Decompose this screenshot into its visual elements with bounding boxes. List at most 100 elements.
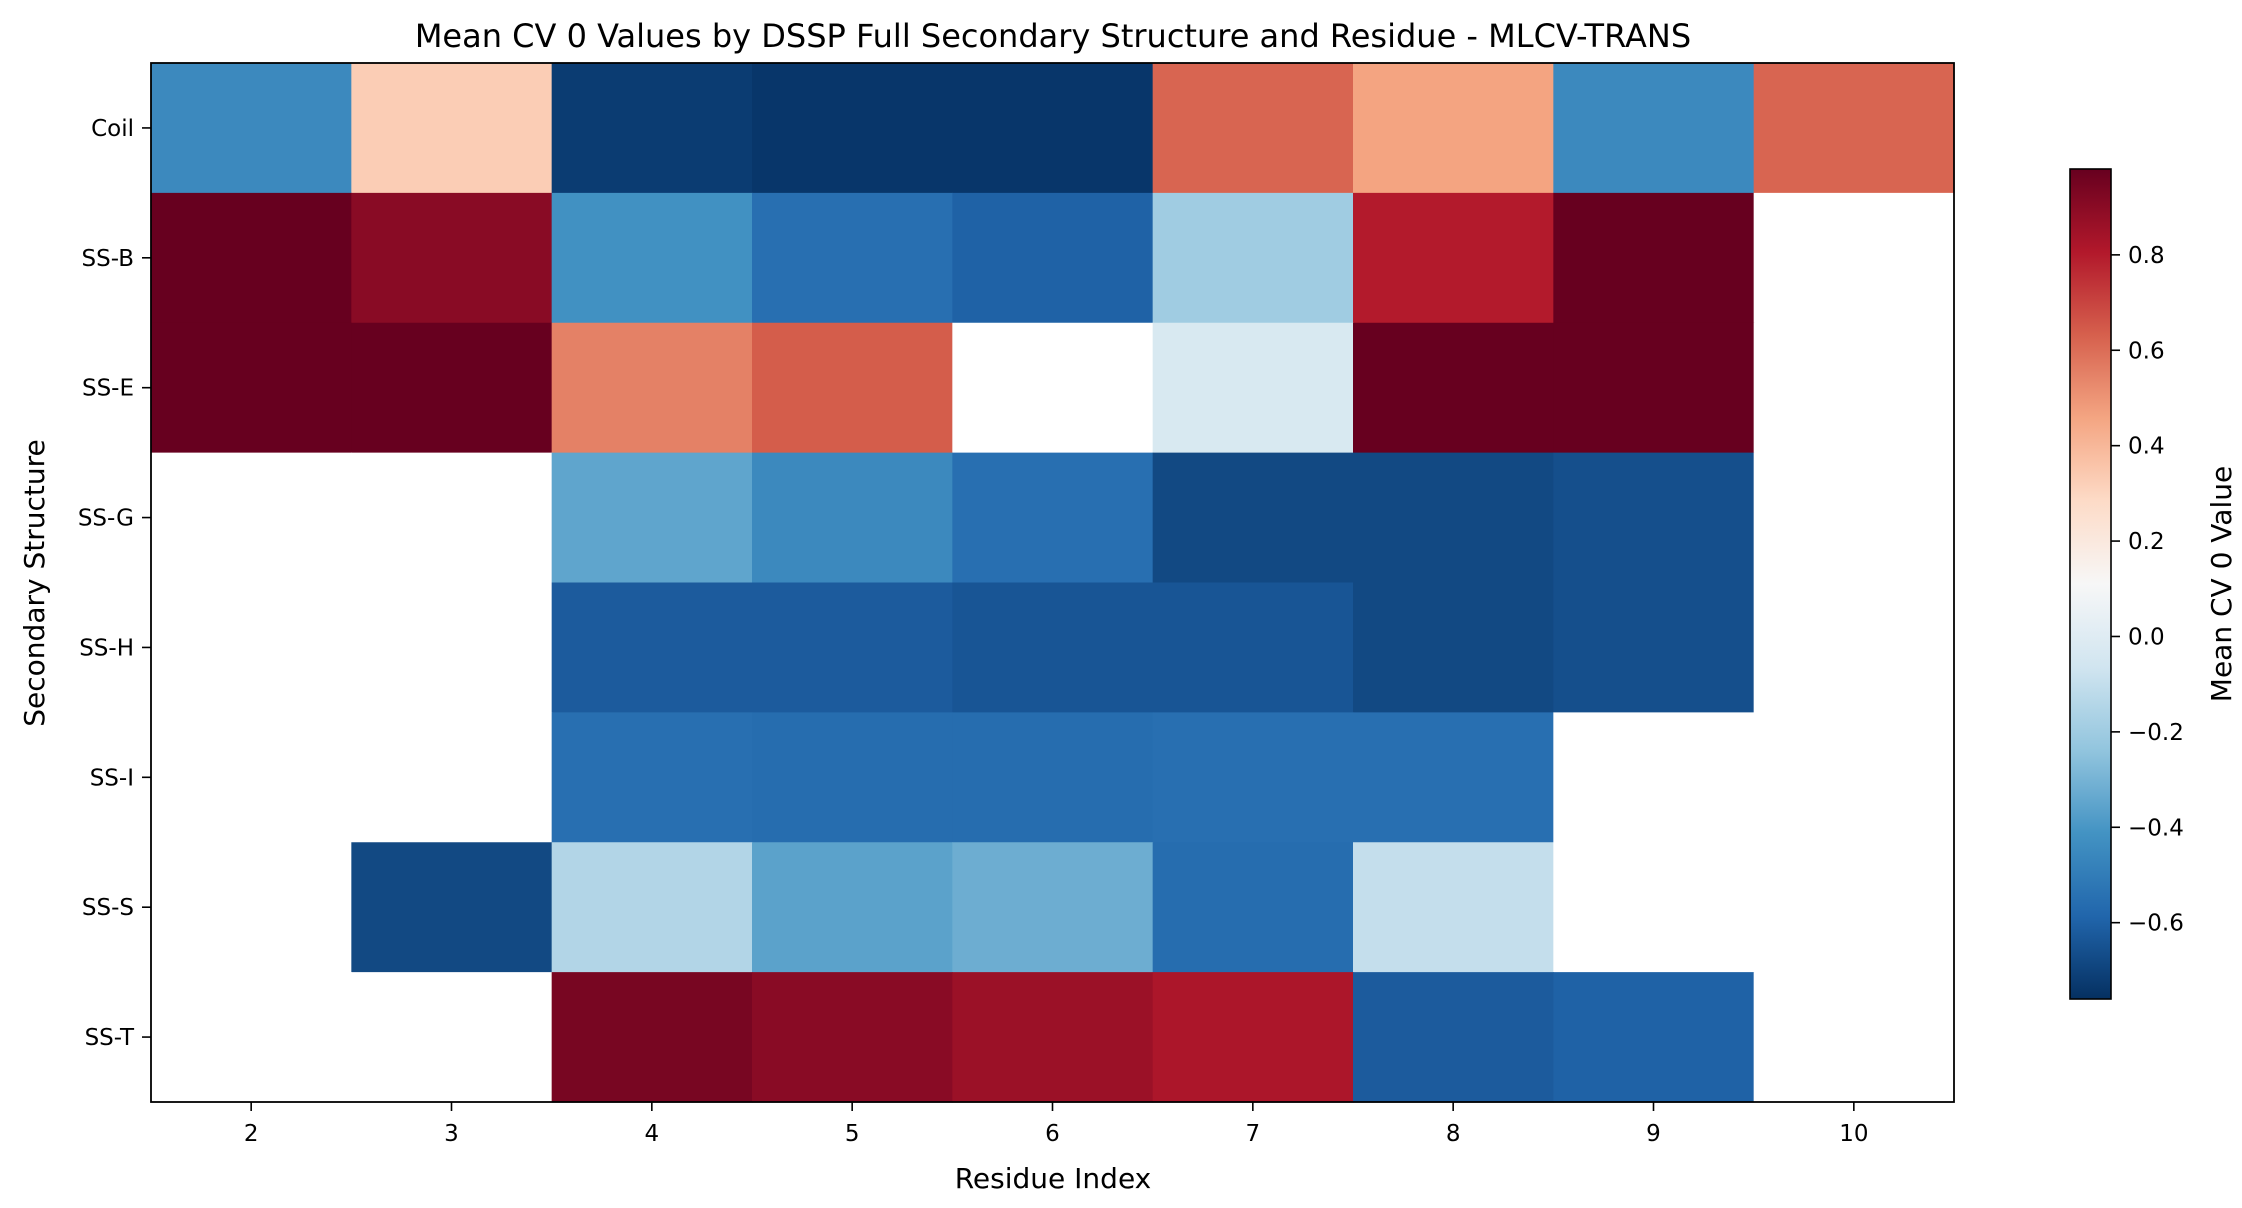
colorbar-tick-label: 0.2 xyxy=(2128,529,2165,555)
colorbar-tick-label: −0.2 xyxy=(2128,720,2184,746)
heatmap-cell xyxy=(551,322,753,454)
heatmap-cell xyxy=(952,192,1154,324)
heatmap-cell xyxy=(952,842,1154,973)
heatmap-cell xyxy=(752,972,953,1103)
heatmap-cell xyxy=(351,452,553,584)
heatmap-cell xyxy=(351,842,553,973)
heatmap-cell xyxy=(351,192,553,324)
heatmap-cell xyxy=(551,842,753,973)
heatmap-cell xyxy=(1353,63,1554,194)
heatmap-cell xyxy=(1553,972,1755,1103)
x-tick-label: 3 xyxy=(444,1121,459,1147)
heatmap-cell xyxy=(952,322,1154,454)
heatmap-cell xyxy=(952,582,1154,713)
heatmap-cell xyxy=(1353,322,1554,454)
x-axis-label: Residue Index xyxy=(955,1162,1152,1195)
heatmap-cell xyxy=(1753,452,1955,584)
heatmap-cell xyxy=(1152,452,1354,584)
y-tick-label: SS-B xyxy=(82,246,134,272)
heatmap-cell xyxy=(1152,712,1354,843)
heatmap-cell xyxy=(752,452,953,584)
heatmap-cell xyxy=(1353,192,1554,324)
heatmap-cell xyxy=(551,972,753,1103)
colorbar-tick-label: 0.8 xyxy=(2128,243,2165,269)
heatmap-cell xyxy=(752,192,953,324)
y-tick-label: SS-E xyxy=(82,376,134,402)
heatmap-cell xyxy=(1152,842,1354,973)
y-tick-label: SS-G xyxy=(78,506,134,532)
y-tick-label: SS-H xyxy=(79,635,134,661)
heatmap-cell xyxy=(1753,63,1955,194)
x-tick-label: 6 xyxy=(1045,1121,1060,1147)
heatmap-cell xyxy=(151,322,352,454)
y-tick-label: Coil xyxy=(91,116,134,142)
x-axis-ticks: 2 3 4 5 6 7 8 9 10 xyxy=(244,1102,1868,1147)
y-tick-label: SS-S xyxy=(82,895,134,921)
heatmap-cell xyxy=(1553,322,1755,454)
heatmap-cell xyxy=(1553,582,1755,713)
x-tick-label: 2 xyxy=(244,1121,259,1147)
heatmap-cell xyxy=(952,972,1154,1103)
heatmap-cell xyxy=(752,842,953,973)
heatmap-cell xyxy=(1553,712,1755,843)
heatmap-cell xyxy=(551,452,753,584)
heatmap-cell xyxy=(151,972,352,1103)
heatmap-cell xyxy=(1753,842,1955,973)
y-tick-label: SS-T xyxy=(85,1025,135,1051)
heatmap-cell xyxy=(752,582,953,713)
colorbar-label: Mean CV 0 Value xyxy=(2205,466,2238,702)
heatmap-cell xyxy=(1353,972,1554,1103)
x-tick-label: 10 xyxy=(1839,1121,1868,1147)
heatmap-cell xyxy=(1353,712,1554,843)
x-tick-label: 7 xyxy=(1246,1121,1261,1147)
colorbar-tick-label: 0.0 xyxy=(2128,624,2165,650)
heatmap-cells xyxy=(151,63,1955,1103)
heatmap-cell xyxy=(151,192,352,324)
colorbar xyxy=(2069,168,2112,1000)
x-tick-label: 9 xyxy=(1646,1121,1661,1147)
x-tick-label: 5 xyxy=(845,1121,860,1147)
colorbar-tick-label: 0.4 xyxy=(2128,434,2165,460)
heatmap-cell xyxy=(1152,192,1354,324)
x-tick-label: 8 xyxy=(1446,1121,1461,1147)
y-axis-label: Secondary Structure xyxy=(18,439,51,726)
heatmap-cell xyxy=(752,63,953,194)
heatmap-cell xyxy=(1553,63,1755,194)
heatmap-cell xyxy=(1152,972,1354,1103)
heatmap-cell xyxy=(1753,192,1955,324)
heatmap-cell xyxy=(952,452,1154,584)
colorbar-ticks: −0.6 −0.4 −0.2 0.0 0.2 0.4 0.6 0.8 xyxy=(2111,243,2184,937)
heatmap-cell xyxy=(752,322,953,454)
heatmap-cell xyxy=(1753,322,1955,454)
heatmap-cell xyxy=(351,972,553,1103)
heatmap-cell xyxy=(1553,452,1755,584)
colorbar-tick-label: 0.6 xyxy=(2128,338,2165,364)
heatmap-cell xyxy=(1353,452,1554,584)
heatmap-cell xyxy=(1753,972,1955,1103)
colorbar-tick-label: −0.4 xyxy=(2128,815,2184,841)
heatmap-cell xyxy=(952,712,1154,843)
heatmap-cell xyxy=(1353,582,1554,713)
heatmap-cell xyxy=(1353,842,1554,973)
heatmap-cell xyxy=(151,712,352,843)
y-axis-ticks: Coil SS-B SS-E SS-G SS-H SS-I SS-S SS-T xyxy=(78,116,151,1051)
chart-title: Mean CV 0 Values by DSSP Full Secondary … xyxy=(415,17,1691,55)
x-tick-label: 4 xyxy=(645,1121,660,1147)
y-tick-label: SS-I xyxy=(90,765,134,791)
heatmap-cell xyxy=(151,452,352,584)
heatmap-cell xyxy=(1753,712,1955,843)
heatmap-cell xyxy=(1553,192,1755,324)
heatmap-cell xyxy=(1152,322,1354,454)
heatmap-cell xyxy=(752,712,953,843)
heatmap-cell xyxy=(351,712,553,843)
heatmap-cell xyxy=(952,63,1154,194)
heatmap-cell xyxy=(1553,842,1755,973)
heatmap-cell xyxy=(551,712,753,843)
heatmap-cell xyxy=(151,63,352,194)
heatmap-cell xyxy=(351,582,553,713)
heatmap-cell xyxy=(1753,582,1955,713)
heatmap-cell xyxy=(351,63,553,194)
heatmap-cell xyxy=(151,582,352,713)
heatmap-cell xyxy=(551,582,753,713)
